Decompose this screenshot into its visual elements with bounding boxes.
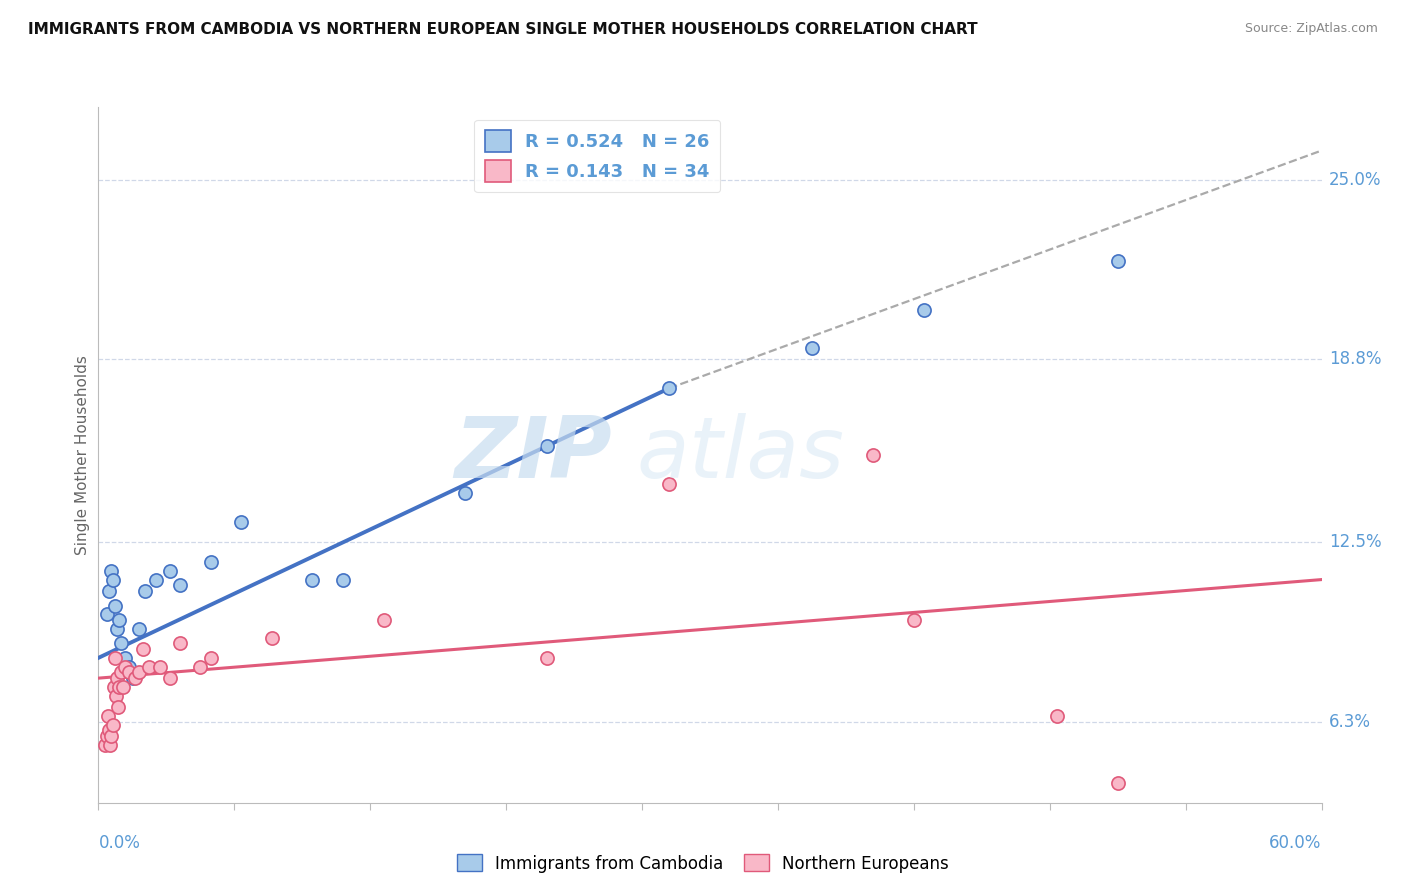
Point [801, 341, 824, 355]
Point [658, 381, 681, 395]
Point [111, 680, 134, 694]
Point [373, 613, 395, 627]
Point [159, 671, 181, 685]
Point [110, 636, 132, 650]
Point [912, 303, 935, 318]
Point [100, 729, 122, 743]
Text: 12.5%: 12.5% [1329, 533, 1381, 551]
Point [536, 439, 558, 453]
Point [108, 680, 131, 694]
Point [110, 665, 132, 680]
Point [138, 659, 160, 673]
Point [231, 515, 253, 529]
Point [132, 642, 155, 657]
Point [97, 723, 120, 738]
Point [96, 607, 118, 622]
Point [1107, 775, 1129, 789]
Point [104, 689, 127, 703]
Point [454, 485, 477, 500]
Point [114, 651, 136, 665]
Point [188, 659, 212, 673]
Point [200, 555, 222, 569]
Point [98, 738, 121, 752]
Point [101, 573, 124, 587]
Point [93, 738, 115, 752]
Point [122, 671, 145, 685]
Point [97, 708, 120, 723]
Y-axis label: Single Mother Households: Single Mother Households [75, 355, 90, 555]
Point [128, 622, 150, 636]
Point [107, 700, 129, 714]
Point [159, 564, 181, 578]
Text: 60.0%: 60.0% [1270, 834, 1322, 852]
Legend: Immigrants from Cambodia, Northern Europeans: Immigrants from Cambodia, Northern Europ… [450, 847, 956, 880]
Point [100, 564, 122, 578]
Point [658, 476, 681, 491]
Point [862, 448, 884, 462]
Point [118, 659, 141, 673]
Point [200, 651, 222, 665]
Point [1045, 708, 1069, 723]
Point [134, 584, 156, 599]
Point [105, 622, 128, 636]
Point [149, 659, 172, 673]
Text: Source: ZipAtlas.com: Source: ZipAtlas.com [1244, 22, 1378, 36]
Point [103, 680, 125, 694]
Legend: R = 0.524   N = 26, R = 0.143   N = 34: R = 0.524 N = 26, R = 0.143 N = 34 [474, 120, 720, 193]
Point [260, 631, 283, 645]
Point [1107, 253, 1129, 268]
Point [104, 651, 127, 665]
Point [124, 671, 146, 685]
Point [101, 717, 124, 731]
Point [169, 636, 191, 650]
Text: 25.0%: 25.0% [1329, 170, 1381, 188]
Point [114, 659, 136, 673]
Point [332, 573, 354, 587]
Text: IMMIGRANTS FROM CAMBODIA VS NORTHERN EUROPEAN SINGLE MOTHER HOUSEHOLDS CORRELATI: IMMIGRANTS FROM CAMBODIA VS NORTHERN EUR… [28, 22, 977, 37]
Point [118, 665, 141, 680]
Text: 6.3%: 6.3% [1329, 713, 1371, 731]
Text: 0.0%: 0.0% [98, 834, 141, 852]
Point [105, 671, 128, 685]
Point [145, 573, 167, 587]
Point [128, 665, 150, 680]
Text: ZIP: ZIP [454, 413, 612, 497]
Point [96, 729, 118, 743]
Point [301, 573, 323, 587]
Point [169, 578, 191, 592]
Point [97, 584, 120, 599]
Point [104, 599, 127, 613]
Text: atlas: atlas [637, 413, 845, 497]
Point [536, 651, 558, 665]
Point [903, 613, 925, 627]
Text: 18.8%: 18.8% [1329, 351, 1381, 368]
Point [108, 613, 131, 627]
